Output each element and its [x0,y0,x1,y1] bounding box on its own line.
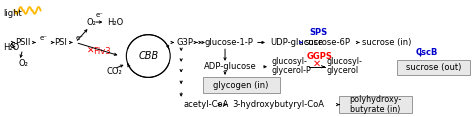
Text: ✕: ✕ [86,47,94,56]
Text: ADP-glucose: ADP-glucose [204,62,257,71]
Text: polyhydroxy-
butyrate (in): polyhydroxy- butyrate (in) [349,95,402,114]
Text: acetyl-CoA: acetyl-CoA [183,100,228,109]
Text: H₂O: H₂O [3,43,19,52]
Text: UDP-glucose: UDP-glucose [270,38,323,47]
Text: glycogen (in): glycogen (in) [213,81,269,90]
Text: CBB: CBB [138,51,158,61]
Text: light: light [4,9,22,18]
Text: sucrose (in): sucrose (in) [362,38,411,47]
Text: sucrose (out): sucrose (out) [406,63,461,72]
FancyBboxPatch shape [203,77,280,93]
Text: PSII: PSII [15,38,30,47]
Text: CO₂: CO₂ [106,67,122,76]
Text: 3-hydroxybutyryl-CoA: 3-hydroxybutyryl-CoA [232,100,324,109]
Text: ✕: ✕ [313,59,321,69]
Text: glucosyl-: glucosyl- [272,57,308,66]
FancyBboxPatch shape [339,96,412,113]
Text: e⁻: e⁻ [39,35,47,41]
Text: O₂: O₂ [86,18,96,27]
Text: sucrose-6P: sucrose-6P [305,38,351,47]
Text: Flv3: Flv3 [93,47,111,56]
Text: glucose-1-P: glucose-1-P [204,38,253,47]
Text: glycerol: glycerol [327,66,359,75]
Text: glycerol-P: glycerol-P [272,66,311,75]
Text: H₂O: H₂O [108,18,124,27]
Text: e⁻: e⁻ [75,35,83,41]
FancyBboxPatch shape [397,60,470,75]
Text: CscB: CscB [416,48,438,57]
Text: GGPS: GGPS [307,52,333,60]
Text: glucosyl-: glucosyl- [327,57,363,66]
Text: G3P: G3P [176,38,193,47]
Text: O₂: O₂ [18,59,28,68]
Text: SPS: SPS [310,28,328,37]
Text: PSI: PSI [54,38,67,47]
Text: e⁻: e⁻ [95,12,103,18]
